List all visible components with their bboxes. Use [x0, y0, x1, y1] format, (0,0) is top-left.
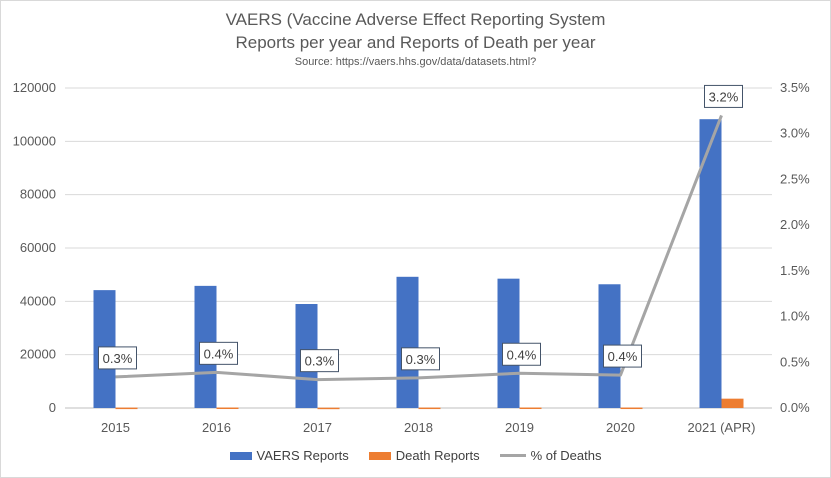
x-tick-label: 2016 [202, 420, 231, 435]
y-right-tick-label: 1.5% [780, 263, 810, 278]
data-label: 0.4% [507, 347, 537, 362]
bar-death-reports [317, 407, 340, 410]
x-tick-label: 2020 [606, 420, 635, 435]
x-tick-label: 2015 [101, 420, 130, 435]
legend-label-deaths: Death Reports [395, 448, 480, 463]
bar-vaers-reports [699, 119, 722, 408]
y-left-tick-label: 20000 [20, 347, 56, 362]
legend-swatch-pct [499, 454, 526, 457]
legend-swatch-vaers [229, 451, 252, 460]
y-left-tick-label: 100000 [13, 133, 56, 148]
chart-source: Source: https://vaers.hhs.gov/data/datas… [294, 56, 537, 68]
y-left-tick-label: 80000 [20, 187, 56, 202]
data-label: 3.2% [709, 89, 739, 104]
legend: VAERS Reports Death Reports % of Deaths [0, 448, 831, 463]
bar-death-reports [418, 407, 441, 410]
x-tick-label: 2017 [303, 420, 332, 435]
y-left-tick-label: 40000 [20, 293, 56, 308]
bar-death-reports [519, 407, 542, 410]
y-right-tick-label: 3.0% [780, 126, 810, 141]
data-label-box [300, 349, 339, 373]
data-label-box [199, 341, 238, 365]
y-left-tick-label: 60000 [20, 240, 56, 255]
data-label: 0.3% [103, 351, 133, 366]
y-right-tick-label: 0.0% [780, 400, 810, 415]
y-left-tick-label: 0 [49, 400, 56, 415]
line-pct-deaths [115, 114, 723, 382]
data-label-box [401, 347, 440, 371]
bar-death-reports [721, 398, 744, 408]
data-label: 0.4% [608, 349, 638, 364]
x-tick-label: 2021 (APR) [688, 420, 756, 435]
legend-item-vaers: VAERS Reports [229, 448, 349, 463]
chart-subtitle: Reports per year and Reports of Death pe… [235, 33, 596, 52]
data-label: 0.3% [406, 352, 436, 367]
x-tick-label: 2019 [505, 420, 534, 435]
data-label: 0.3% [305, 354, 335, 369]
bar-death-reports [115, 407, 138, 410]
legend-label-pct: % of Deaths [530, 448, 602, 463]
chart-title: VAERS (Vaccine Adverse Effect Reporting … [225, 10, 606, 29]
data-label-box [603, 344, 642, 368]
legend-item-deaths: Death Reports [368, 448, 480, 463]
y-right-tick-label: 2.0% [780, 217, 810, 232]
legend-label-vaers: VAERS Reports [256, 448, 349, 463]
data-label-box [98, 346, 137, 370]
data-label-box [704, 84, 743, 108]
y-left-tick-label: 120000 [13, 80, 56, 95]
y-right-tick-label: 3.5% [780, 80, 810, 95]
bar-death-reports [620, 407, 643, 410]
data-label-box [502, 342, 541, 366]
legend-swatch-deaths [368, 451, 391, 460]
x-tick-label: 2018 [404, 420, 433, 435]
y-right-tick-label: 2.5% [780, 171, 810, 186]
y-right-tick-label: 0.5% [780, 354, 810, 369]
data-label: 0.4% [204, 346, 234, 361]
bar-death-reports [216, 407, 239, 410]
bar-vaers-reports [396, 276, 419, 408]
y-right-tick-label: 1.0% [780, 309, 810, 324]
legend-item-pct: % of Deaths [499, 448, 602, 463]
